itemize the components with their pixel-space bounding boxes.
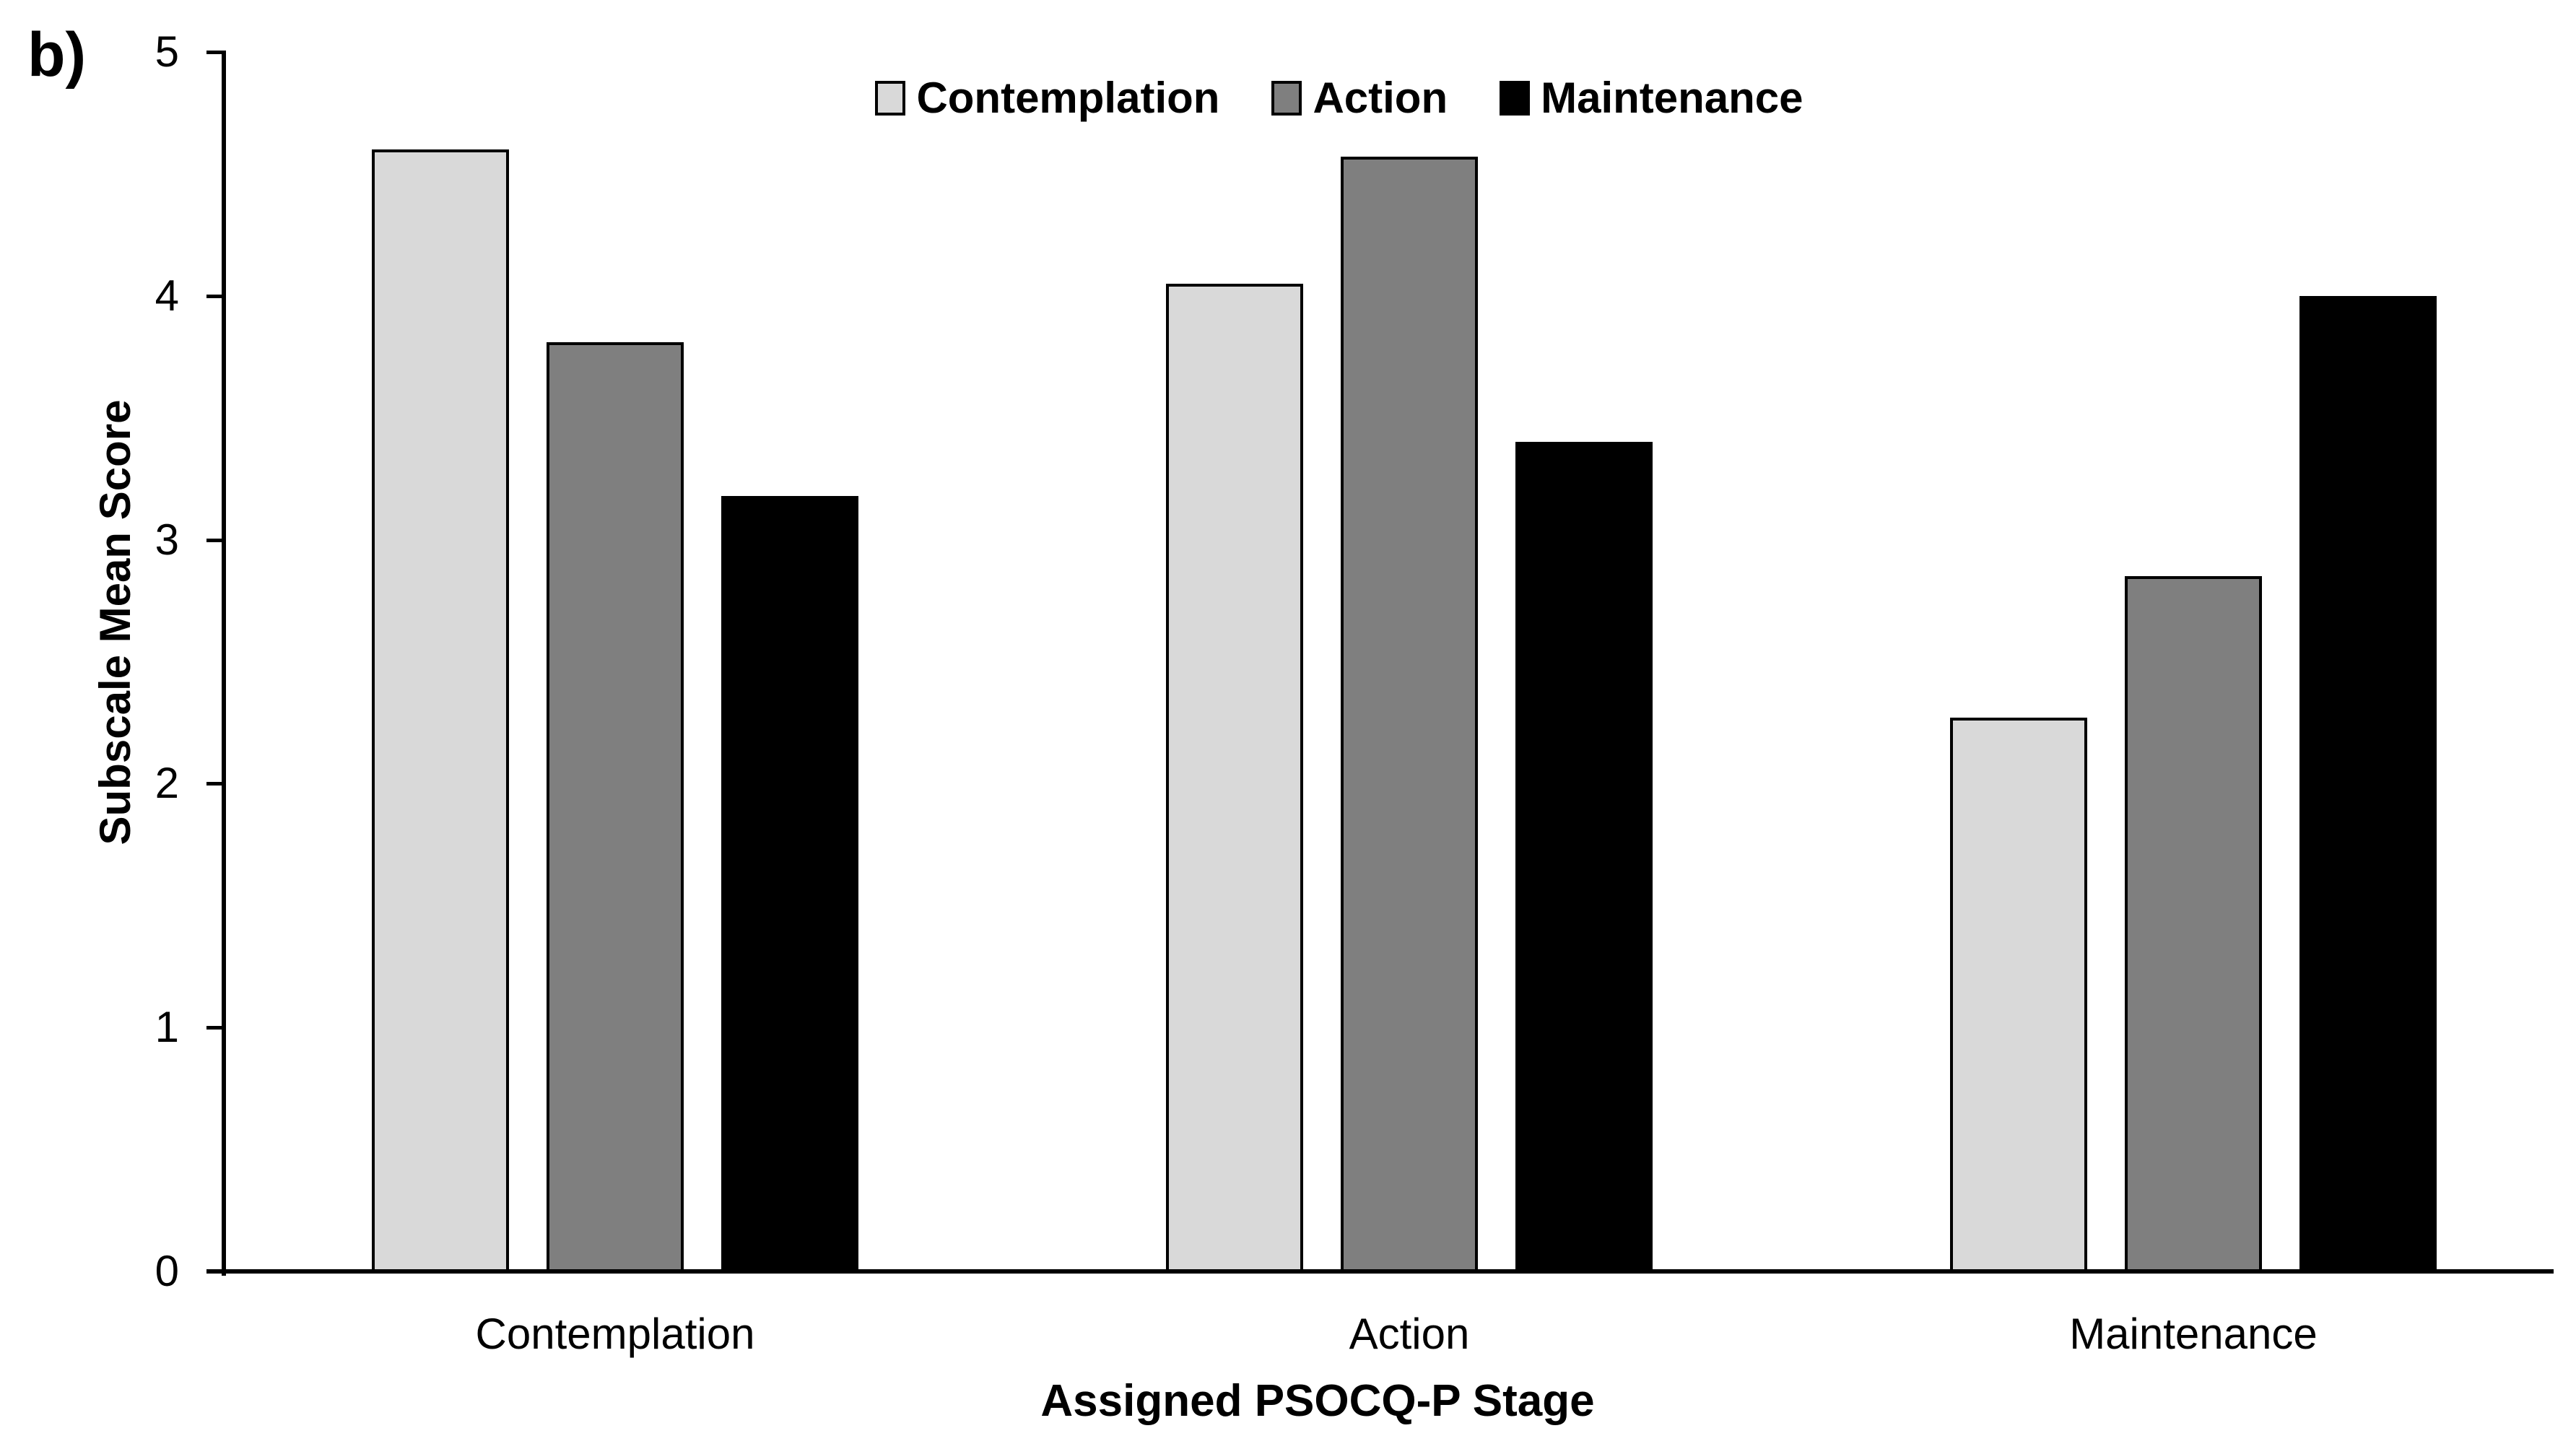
y-tick-mark-3 [206,538,225,542]
bar-maintenance-action [1515,442,1653,1274]
y-tick-label-1: 1 [155,1003,179,1052]
bar-maintenance-contemplation [721,496,858,1274]
legend-item-maintenance: Maintenance [1500,71,1803,126]
y-tick-mark-4 [206,294,225,298]
legend-swatch-action [1271,81,1302,116]
y-tick-mark-2 [206,782,225,786]
legend-item-contemplation: Contemplation [875,71,1219,126]
x-category-label-action: Action [1349,1310,1470,1358]
legend-item-action: Action [1271,71,1448,126]
legend-label-action: Action [1313,74,1448,122]
y-axis-line [222,51,226,1276]
bar-contemplation-contemplation [372,149,509,1274]
x-axis-title: Assigned PSOCQ-P Stage [1040,1376,1595,1426]
legend: Contemplation Action Maintenance [224,69,2455,127]
legend-label-maintenance: Maintenance [1541,74,1803,122]
bar-contemplation-maintenance [1950,718,2087,1274]
bar-action-contemplation [547,342,684,1274]
y-tick-label-2: 2 [155,759,179,808]
x-category-label-contemplation: Contemplation [475,1310,755,1358]
y-tick-mark-0 [206,1270,225,1274]
bar-maintenance-maintenance [2299,296,2437,1274]
y-tick-label-3: 3 [155,515,179,564]
y-tick-label-4: 4 [155,271,179,320]
bar-action-maintenance [2125,576,2262,1274]
x-axis-line [206,1269,2554,1274]
legend-swatch-contemplation [875,81,906,116]
bar-contemplation-action [1166,284,1303,1274]
y-tick-label-5: 5 [155,27,179,76]
legend-swatch-maintenance [1500,81,1531,116]
y-tick-label-0: 0 [155,1247,179,1295]
x-category-label-maintenance: Maintenance [2069,1310,2318,1358]
y-tick-mark-1 [206,1026,225,1030]
legend-label-contemplation: Contemplation [916,74,1220,122]
bar-action-action [1341,157,1478,1274]
y-tick-mark-5 [206,51,225,54]
figure-panel-label: b) [27,20,87,90]
